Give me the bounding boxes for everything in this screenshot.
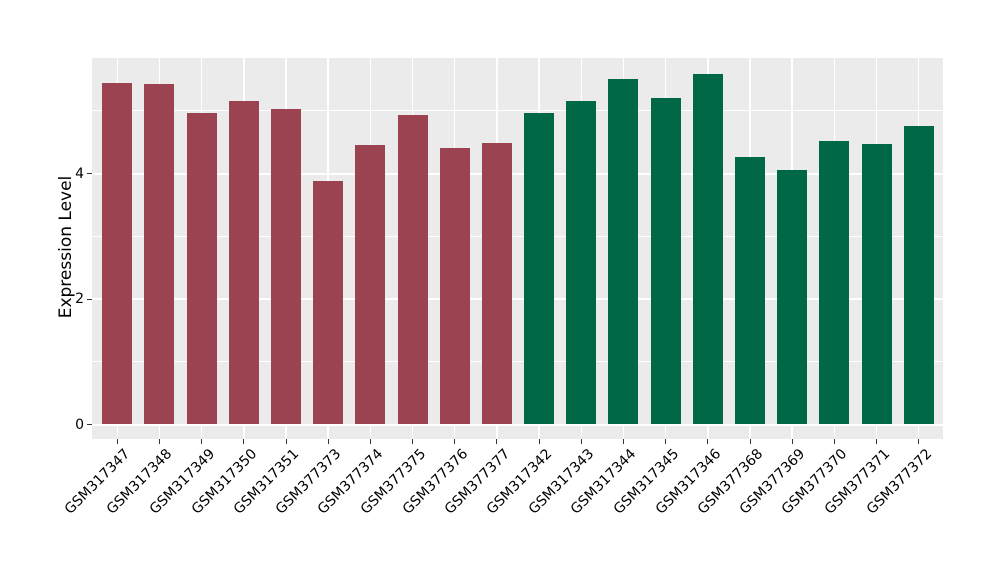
x-tick-GSM377377 [496, 439, 498, 444]
gridline-minor-y1 [92, 361, 943, 363]
bar-GSM377372 [903, 125, 934, 425]
y-tick-4 [87, 173, 92, 174]
x-tick-GSM317344 [622, 439, 624, 444]
x-tick-GSM317347 [116, 439, 118, 444]
bar-GSM377371 [861, 144, 892, 425]
y-axis-title: Expression Level [56, 175, 76, 319]
bar-GSM317344 [608, 78, 639, 425]
bar-GSM317346 [692, 73, 723, 425]
x-tick-GSM317348 [158, 439, 160, 444]
gridline-major-y2 [92, 298, 943, 300]
x-tick-GSM317345 [665, 439, 667, 444]
bar-GSM377370 [819, 140, 850, 425]
y-tick-label-4: 4 [75, 165, 84, 182]
x-tick-GSM317350 [243, 439, 245, 444]
bar-GSM317349 [186, 113, 217, 425]
bar-GSM317350 [228, 100, 259, 425]
x-tick-GSM317346 [707, 439, 709, 444]
x-tick-GSM377372 [918, 439, 920, 444]
x-tick-GSM377368 [749, 439, 751, 444]
bar-GSM377377 [481, 142, 512, 425]
x-tick-GSM317343 [580, 439, 582, 444]
bar-GSM317347 [102, 82, 133, 425]
x-tick-GSM377370 [833, 439, 835, 444]
bar-GSM317343 [566, 100, 597, 425]
bar-GSM377368 [735, 157, 765, 425]
bar-GSM317342 [524, 113, 555, 425]
bar-GSM377376 [439, 147, 470, 425]
y-tick-label-2: 2 [75, 291, 84, 307]
x-tick-GSM317349 [201, 439, 203, 444]
x-tick-GSM377373 [327, 439, 329, 444]
x-tick-GSM317342 [538, 439, 540, 444]
x-tick-GSM377376 [454, 439, 456, 444]
gridline-major-y4 [92, 172, 943, 175]
bar-GSM377375 [397, 115, 428, 425]
gridline-minor-y3 [92, 235, 943, 237]
x-tick-GSM377371 [876, 439, 878, 444]
y-tick-2 [87, 298, 92, 300]
x-tick-GSM377374 [369, 439, 371, 444]
bar-GSM317351 [271, 108, 302, 425]
gridline-major-y0 [92, 423, 943, 426]
bar-GSM317345 [650, 98, 681, 425]
bar-GSM317348 [144, 83, 175, 425]
bar-GSM377369 [777, 169, 808, 425]
y-tick-0 [87, 424, 92, 425]
gridline-minor-y5 [92, 110, 943, 112]
bar-GSM377373 [313, 181, 344, 425]
y-tick-label-0: 0 [75, 416, 84, 433]
x-tick-GSM377369 [791, 439, 793, 444]
x-tick-GSM317351 [285, 439, 287, 444]
x-tick-GSM377375 [412, 439, 414, 444]
plot-panel [92, 58, 943, 439]
bar-GSM377374 [355, 145, 386, 425]
